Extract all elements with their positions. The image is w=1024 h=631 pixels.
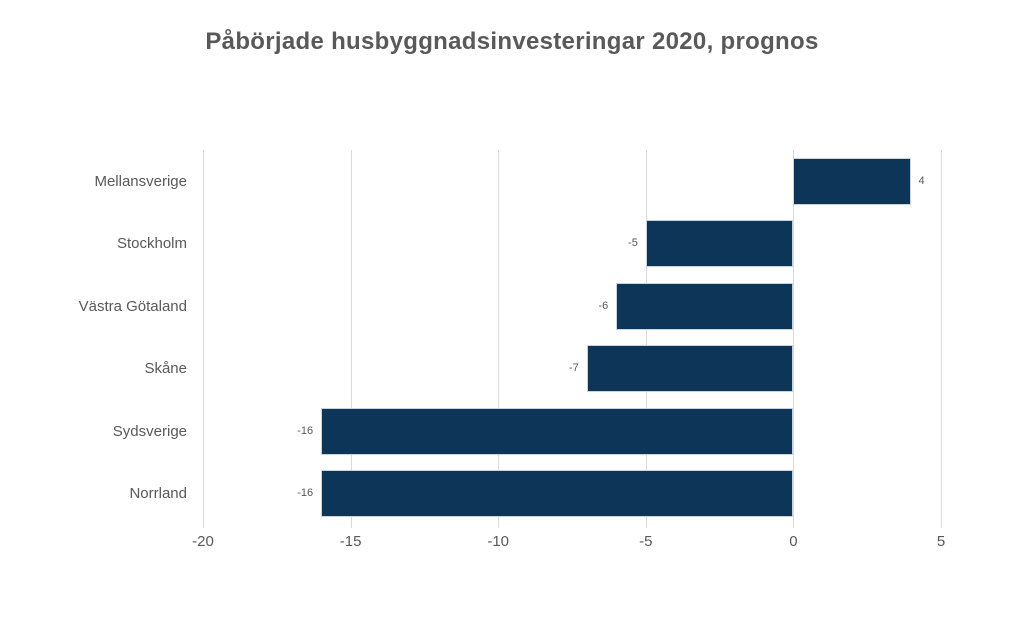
x-tick-label: -10 [487, 533, 510, 550]
bar-data-label: -16 [297, 487, 314, 500]
plot-area: 4 -5 -6 -7 -16 -16 [203, 150, 942, 528]
category-label: Stockholm [116, 235, 187, 253]
bar-data-label: -7 [568, 362, 579, 375]
gridline [941, 150, 942, 528]
bar-norrland [321, 470, 794, 518]
x-tick-label: -5 [639, 533, 653, 550]
category-label: Skåne [144, 360, 187, 378]
category-label: Västra Götaland [78, 297, 187, 315]
category-label: Norrland [129, 485, 187, 503]
x-tick-label: 5 [936, 533, 946, 550]
bar-mellansverige [793, 157, 912, 205]
bar-vastra-gotaland [616, 282, 794, 330]
gridline [498, 150, 500, 528]
gridline [203, 150, 204, 528]
x-tick-label: 0 [789, 533, 798, 550]
gridline [350, 150, 352, 528]
bar-skane [586, 345, 794, 393]
category-label: Mellansverige [94, 172, 187, 190]
bar-data-label: 4 [918, 174, 925, 187]
chart-title: Påbörjade husbyggnadsinvesteringar 2020,… [205, 28, 819, 55]
x-axis-tick-labels: -20 -15 -10 -5 0 5 [192, 533, 945, 553]
category-label: Sydsverige [112, 422, 187, 440]
x-tick-label: -20 [192, 533, 214, 550]
bar-data-label: -6 [598, 299, 609, 312]
bar-data-label: -5 [628, 237, 638, 250]
x-tick-label: -15 [339, 533, 362, 550]
y-axis-category-labels: Mellansverige Stockholm Västra Götaland Skå… [0, 150, 187, 525]
gridline [645, 150, 647, 528]
bar-sydsverige [321, 407, 794, 455]
gridline [793, 150, 795, 528]
bar-data-label: -16 [297, 424, 314, 437]
bar-stockholm [645, 220, 794, 268]
